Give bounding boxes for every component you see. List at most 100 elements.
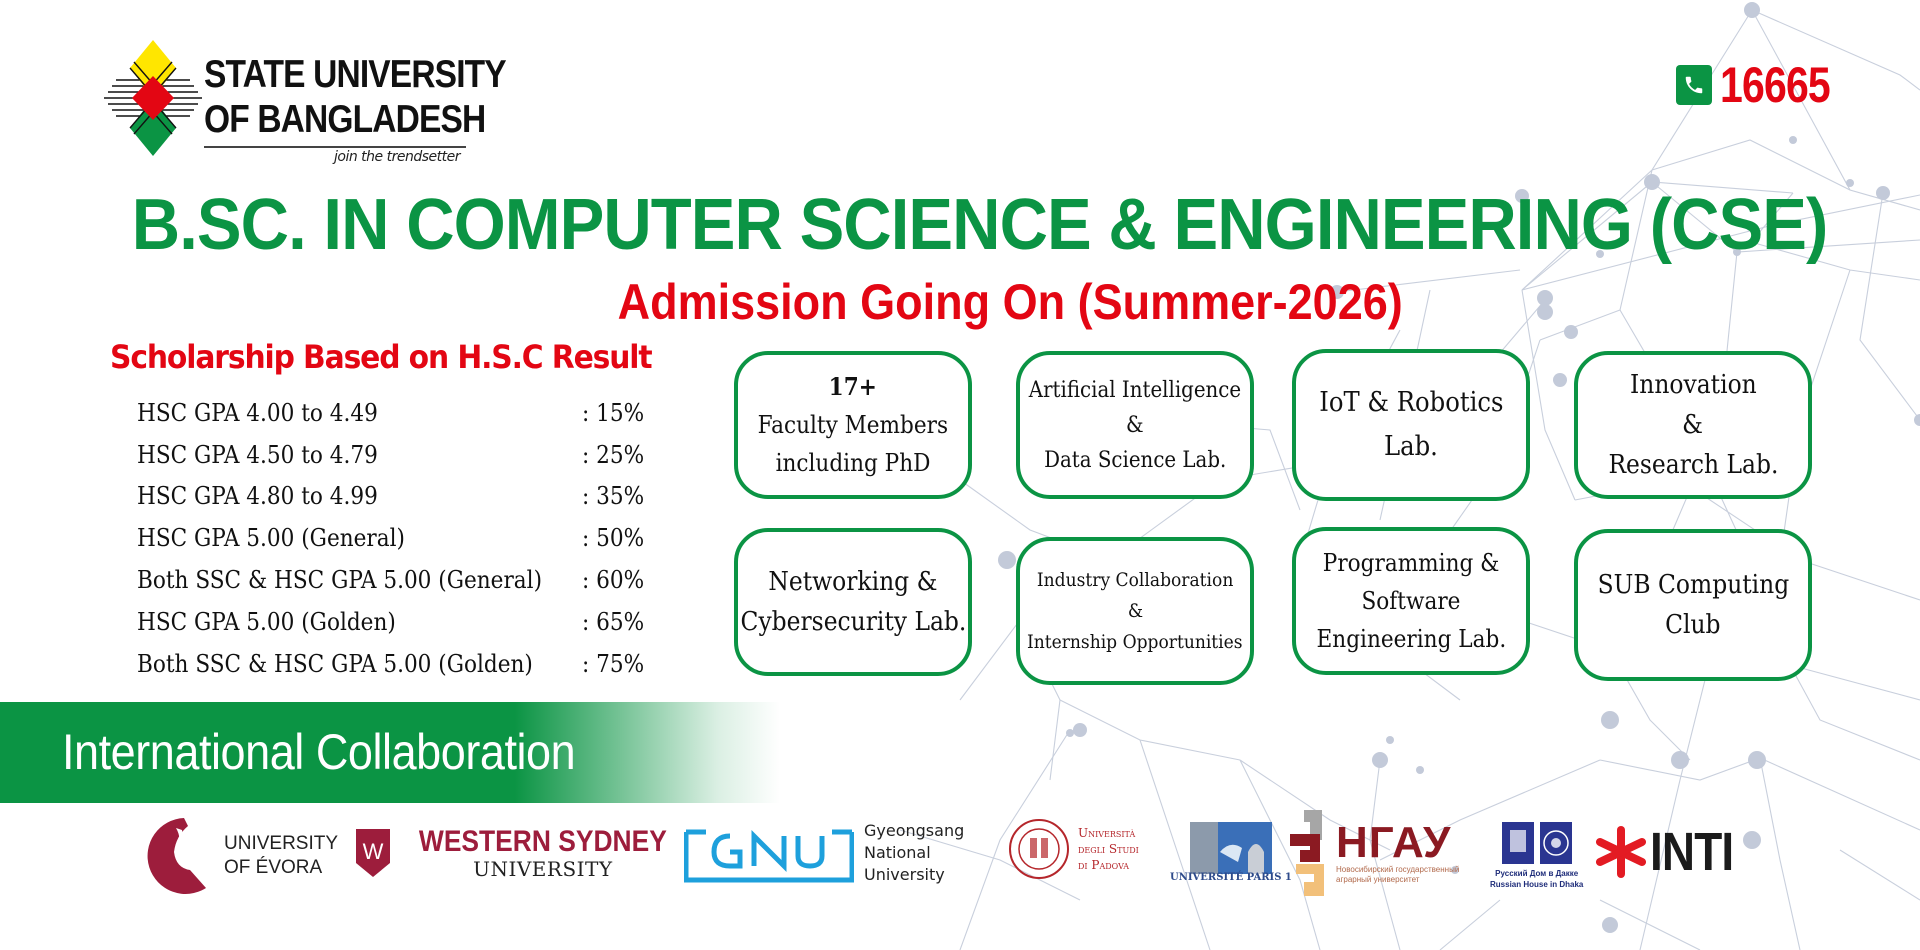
feature-line: &	[1127, 599, 1143, 622]
feature-line: SUB Computing	[1597, 570, 1789, 600]
scholarship-criteria: HSC GPA 5.00 (Golden)	[137, 607, 396, 636]
scholarship-criteria: HSC GPA 5.00 (General)	[137, 524, 405, 553]
faculty-count: 17+	[828, 372, 878, 401]
scholarship-list: HSC GPA 4.00 to 4.49 : 15% HSC GPA 4.50 t…	[137, 392, 657, 685]
partner-name-line: Russian House in Dhaka	[1490, 880, 1584, 889]
university-logo[interactable]: STATE UNIVERSITY OF BANGLADESH join the …	[104, 40, 507, 170]
university-name-line2: OF BANGLADESH	[204, 98, 486, 141]
scholarship-row: Both SSC & HSC GPA 5.00 (Golden) : 75%	[137, 643, 657, 685]
program-title: B.SC. IN COMPUTER SCIENCE & ENGINEERING …	[0, 180, 1920, 270]
feature-line: Innovation	[1629, 370, 1757, 400]
feature-line: including PhD	[775, 449, 931, 477]
padova-seal-icon	[1009, 819, 1069, 879]
scholarship-criteria: Both SSC & HSC GPA 5.00 (General)	[137, 566, 542, 595]
university-emblem-icon	[104, 40, 202, 156]
scholarship-percent: : 25%	[582, 440, 645, 469]
feature-line: Faculty Members	[757, 411, 949, 439]
feature-line: Engineering Lab.	[1316, 625, 1506, 653]
feature-line: &	[1126, 412, 1144, 438]
university-name-line1: STATE UNIVERSITY	[204, 53, 507, 96]
scholarship-percent: : 65%	[582, 607, 645, 636]
scholarship-row: HSC GPA 5.00 (Golden) : 65%	[137, 601, 657, 643]
scholarship-criteria: HSC GPA 4.80 to 4.99	[137, 482, 378, 511]
feature-line: &	[1682, 410, 1704, 440]
hotline-number: 16665	[1720, 57, 1831, 113]
phone-icon	[1676, 65, 1712, 105]
feature-card-networking-lab: Networking & Cybersecurity Lab.	[734, 528, 972, 676]
partner-name-line: Русский Дом в Дакке	[1495, 869, 1579, 878]
scholarship-percent: : 35%	[582, 482, 645, 511]
scholarship-percent: : 75%	[582, 649, 645, 678]
feature-card-computing-club: SUB Computing Club	[1574, 529, 1812, 681]
feature-line: Industry Collaboration	[1036, 568, 1234, 591]
admission-subtitle-text: Admission Going On (Summer-2026)	[617, 274, 1403, 330]
partner-western-sydney-university[interactable]: W WESTERN SYDNEY UNIVERSITY	[356, 826, 684, 880]
university-name: STATE UNIVERSITY OF BANGLADESH	[204, 52, 507, 142]
scholarship-criteria: HSC GPA 4.50 to 4.79	[137, 440, 378, 469]
partner-ngau[interactable]: НГАУ Новосибирский государственный аграрны…	[1290, 810, 1459, 896]
feature-line: Networking &	[768, 567, 938, 597]
partner-name-line: Università	[1078, 826, 1136, 840]
russian-house-logo-icon	[1501, 822, 1572, 864]
partner-universite-paris-1[interactable]: UNIVERSITÉ PARIS 1	[1170, 822, 1292, 883]
gnu-logo-icon	[684, 829, 854, 883]
scholarship-row: HSC GPA 4.50 to 4.79 : 25%	[137, 434, 657, 476]
partner-name-line: Новосибирский государственный	[1336, 865, 1460, 874]
scholarship-heading: Scholarship Based on H.S.C Result	[110, 338, 653, 376]
wsu-shield-icon: W	[356, 829, 390, 877]
scholarship-criteria: HSC GPA 4.00 to 4.49	[137, 398, 378, 427]
partner-name-line: аграрный университет	[1336, 875, 1420, 884]
svg-text:W: W	[363, 839, 384, 864]
feature-line: Programming &	[1322, 549, 1500, 577]
scholarship-row: Both SSC & HSC GPA 5.00 (General) : 60%	[137, 559, 657, 601]
partner-inti[interactable]: INTI	[1596, 824, 1748, 880]
international-collaboration-heading: International Collaboration	[62, 724, 576, 780]
feature-line: Software	[1361, 587, 1461, 615]
partner-name-line: UNIVERSITY	[473, 857, 613, 881]
partner-name-line: University	[864, 865, 945, 884]
feature-card-industry-collaboration: Industry Collaboration & Internship Oppo…	[1016, 537, 1254, 685]
feature-line: Data Science Lab.	[1043, 447, 1227, 473]
inti-star-icon	[1596, 826, 1646, 878]
feature-card-programming-lab: Programming & Software Engineering Lab.	[1292, 527, 1530, 675]
ngau-logo-icon	[1290, 810, 1324, 896]
scholarship-row: HSC GPA 4.80 to 4.99 : 35%	[137, 476, 657, 518]
partner-russian-house-dhaka[interactable]: Русский Дом в Дакке Russian House in Dhak…	[1490, 822, 1583, 890]
program-title-text: B.SC. IN COMPUTER SCIENCE & ENGINEERING …	[132, 185, 1828, 265]
partner-gyeongsang-national-university[interactable]: Gyeongsang National University	[684, 820, 964, 886]
feature-line: Club	[1665, 610, 1721, 640]
scholarship-percent: : 15%	[582, 398, 645, 427]
paris1-logo-icon	[1189, 822, 1272, 874]
evora-logo-icon	[147, 818, 206, 894]
scholarship-criteria: Both SSC & HSC GPA 5.00 (Golden)	[137, 649, 533, 678]
international-collaboration-banner: International Collaboration	[0, 702, 780, 803]
feature-card-faculty: 17+ Faculty Members including PhD	[734, 351, 972, 499]
feature-line: Cybersecurity Lab.	[740, 607, 966, 637]
scholarship-row: HSC GPA 5.00 (General) : 50%	[137, 517, 657, 559]
partner-name-line: OF ÉVORA	[224, 857, 323, 878]
partner-name-line: НГАУ	[1336, 818, 1452, 867]
partner-name-line: di Padova	[1078, 858, 1130, 872]
partner-name-line: INTI	[1650, 822, 1734, 882]
feature-line: Artificial Intelligence	[1028, 377, 1242, 403]
feature-card-innovation-lab: Innovation & Research Lab.	[1574, 351, 1812, 499]
partner-name-line: UNIVERSITY	[224, 833, 339, 854]
scholarship-row: HSC GPA 4.00 to 4.49 : 15%	[137, 392, 657, 434]
admission-subtitle: Admission Going On (Summer-2026)	[0, 272, 1920, 332]
scholarship-percent: : 50%	[582, 524, 645, 553]
university-tagline: join the trendsetter	[334, 149, 460, 165]
partner-name-line: WESTERN SYDNEY	[418, 825, 667, 858]
feature-card-ai-lab: Artificial Intelligence & Data Science L…	[1016, 351, 1254, 499]
partner-name-line: UNIVERSITÉ PARIS 1	[1170, 872, 1292, 883]
logo-divider	[204, 146, 466, 148]
scholarship-percent: : 60%	[582, 566, 645, 595]
feature-line: Lab.	[1384, 431, 1438, 462]
hotline[interactable]: 16665	[1676, 60, 1854, 110]
partner-name-line: Gyeongsang	[864, 821, 965, 840]
feature-line: Research Lab.	[1608, 450, 1778, 480]
partner-university-of-padova[interactable]: Università degli Studi di Padova	[1008, 818, 1139, 880]
partner-name-line: degli Studi	[1078, 842, 1139, 856]
partner-university-of-evora[interactable]: UNIVERSITY OF ÉVORA	[146, 818, 338, 894]
feature-line: IoT & Robotics	[1318, 387, 1504, 418]
feature-card-iot-lab: IoT & Robotics Lab.	[1292, 349, 1530, 501]
